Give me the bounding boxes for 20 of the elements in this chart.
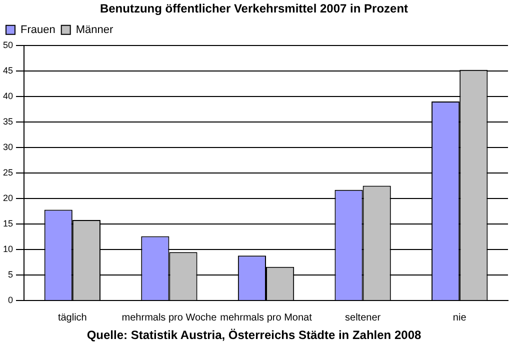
chart-title: Benutzung öffentlicher Verkehrsmittel 2007 in Prozent bbox=[100, 2, 408, 16]
y-tick-label: 45 bbox=[2, 65, 14, 76]
y-tick-label: 50 bbox=[2, 40, 14, 50]
y-tick-label: 0 bbox=[8, 295, 14, 306]
y-tick-label: 15 bbox=[2, 218, 14, 229]
y-tick-label: 5 bbox=[8, 270, 14, 280]
x-tick-label: mehrmals pro Woche bbox=[122, 312, 218, 324]
x-tick-label: seltener bbox=[345, 312, 382, 324]
y-tick-label: 30 bbox=[2, 142, 14, 152]
source-note: Quelle: Statistik Austria, Österreichs Städte in Zahlen 2008 bbox=[86, 328, 422, 342]
legend-label: Frauen bbox=[20, 24, 56, 36]
y-tick-label: 40 bbox=[2, 90, 14, 101]
y-tick-label: 35 bbox=[2, 116, 14, 126]
x-tick-label: mehrmals pro Monat bbox=[220, 312, 312, 324]
x-tick-label: täglich bbox=[58, 312, 87, 324]
legend-label: Männer bbox=[76, 24, 114, 36]
x-tick-label: nie bbox=[452, 312, 467, 324]
y-tick-label: 25 bbox=[2, 167, 14, 178]
y-tick-label: 20 bbox=[2, 193, 14, 204]
y-tick-label: 10 bbox=[2, 244, 14, 254]
